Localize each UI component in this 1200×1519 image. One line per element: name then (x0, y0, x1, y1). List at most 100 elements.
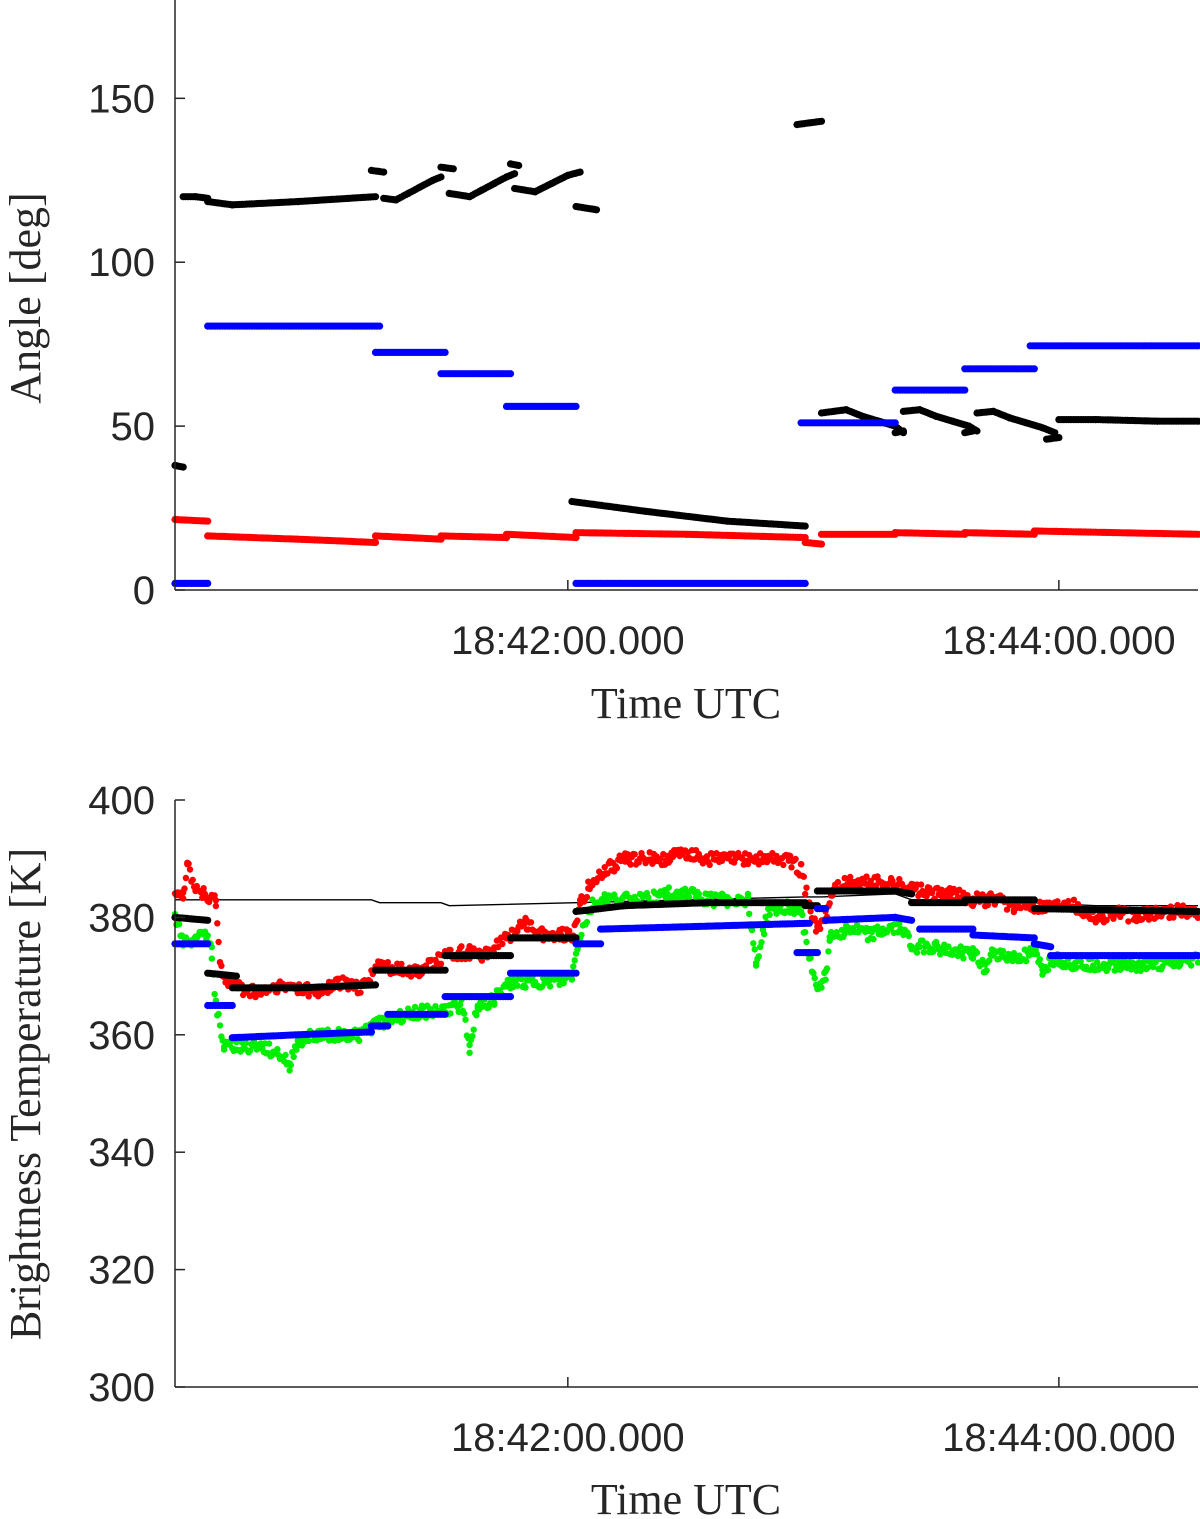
brightness-chart-series-3-point (371, 981, 380, 989)
brightness-chart-series-2-point (215, 1010, 222, 1018)
brightness-chart-xlabel: Time UTC (591, 1475, 781, 1519)
brightness-chart-series-2-point (818, 984, 825, 991)
brightness-chart-series-2-point (1077, 957, 1084, 965)
brightness-chart-series-2 (171, 884, 1200, 1074)
brightness-chart-series-1-point (788, 864, 795, 871)
brightness-chart-series-2-point (473, 1012, 480, 1019)
brightness-chart-series-2-point (491, 999, 498, 1006)
brightness-chart-series-2-point (746, 910, 753, 917)
brightness-chart-series-3-point (1194, 907, 1200, 916)
brightness-chart-ylabel: Brightness Temperature [K] (1, 848, 50, 1340)
brightness-chart-series-2-point (1093, 958, 1101, 966)
angle-chart-series-2 (171, 515, 1200, 548)
brightness-chart-series-2-point (355, 1037, 363, 1045)
brightness-chart-series-1-point (613, 864, 621, 872)
brightness-chart-series-1-point (458, 943, 465, 950)
brightness-chart-x-tick-label: 18:42:00.000 (451, 1416, 685, 1460)
brightness-chart-series-2-point (246, 1047, 254, 1055)
brightness-chart-series-2-point (522, 984, 529, 991)
brightness-chart-y-tick-label: 380 (88, 896, 155, 940)
brightness-chart-series-1-point (252, 993, 259, 1001)
brightness-chart-y-tick-label: 340 (88, 1131, 155, 1175)
brightness-chart-series-1-point (200, 885, 207, 892)
brightness-chart-series-1-point (601, 864, 608, 871)
brightness-chart-series-1-point (180, 895, 187, 902)
angle-chart-series-1-point (891, 419, 899, 427)
brightness-chart-series-4-point (822, 905, 830, 913)
brightness-chart-series-1-point (923, 893, 930, 900)
brightness-chart-series-2-point (999, 947, 1007, 955)
angle-chart-x-tick-label: 18:42:00.000 (451, 619, 685, 663)
brightness-chart-series-2-point (1033, 951, 1041, 958)
angle-chart-y-tick-label: 0 (133, 569, 155, 613)
brightness-chart-x-tick-label: 18:44:00.000 (942, 1416, 1176, 1460)
brightness-chart-series-1-point (181, 885, 188, 892)
angle-chart-series-0-point (179, 463, 187, 471)
brightness-chart-series-4-point (506, 993, 515, 1001)
angle-chart-series-1 (171, 322, 1200, 588)
brightness-chart-series-2-point (274, 1045, 281, 1053)
brightness-chart-series-1-point (627, 861, 634, 868)
brightness-chart-series-2-point (913, 949, 921, 956)
brightness-chart-series-2-point (823, 965, 831, 972)
brightness-chart-series-2-point (803, 938, 810, 946)
brightness-chart-series-2-point (841, 930, 848, 937)
angle-chart-y-tick-label: 150 (88, 77, 155, 121)
angle-chart-series-1-point (441, 348, 449, 356)
brightness-chart-series-4-point (384, 1022, 392, 1030)
brightness-chart-series-2-point (870, 935, 877, 943)
brightness-chart-series-2-point (411, 1003, 419, 1011)
brightness-chart-series-2-point (695, 890, 702, 898)
brightness-chart-series-2-point (802, 928, 809, 936)
brightness-chart-series-2-point (282, 1051, 289, 1059)
brightness-chart-series-4-point (228, 1001, 236, 1010)
brightness-chart-series-1-point (185, 860, 192, 867)
brightness-chart-series-2-point (1044, 966, 1052, 974)
brightness-chart-series-2-point (211, 990, 218, 998)
brightness-chart-series-1-point (826, 900, 833, 907)
angle-chart-series-0-point (380, 168, 388, 176)
brightness-chart-series-1-point (527, 919, 535, 926)
brightness-chart-series-3-point (908, 890, 916, 898)
brightness-chart-series-2-point (750, 940, 757, 947)
brightness-chart-series-4-point (969, 925, 977, 933)
angle-chart-series-0-point (510, 170, 519, 178)
angle-chart-series-0-point (449, 165, 457, 173)
angle-chart-series-0-point (515, 161, 523, 170)
brightness-chart-series-2-point (208, 955, 215, 962)
brightness-chart-series-2-point (1137, 967, 1144, 974)
brightness-chart-series-4-point (367, 1028, 375, 1036)
brightness-chart-series-1-point (928, 889, 936, 897)
brightness-chart-series-2-point (810, 969, 817, 977)
brightness-chart-series-1-point (631, 851, 638, 858)
brightness-chart-series-2-point (447, 1010, 454, 1017)
brightness-chart-series-2-point (811, 974, 818, 982)
brightness-chart-series-4-point (441, 1010, 449, 1018)
angle-chart-ylabel: Angle [deg] (1, 192, 50, 403)
angle-chart: 0 50 100 150 18:42:00.000 18:44:00.000 Time U… (1, 0, 1200, 728)
brightness-chart-series-1-point (787, 852, 794, 860)
brightness-chart-series-3-point (1030, 896, 1038, 904)
brightness-chart-series-2-point (799, 911, 806, 919)
brightness-chart-series-1-point (984, 901, 992, 909)
brightness-chart-series-2-point (432, 1003, 439, 1010)
angle-chart-series-1-point (1030, 365, 1038, 373)
brightness-chart-series-2-point (983, 967, 990, 974)
angle-chart-series-2-point (1194, 530, 1200, 538)
brightness-chart-series-2-point (286, 1067, 293, 1074)
brightness-chart-series-2-point (571, 957, 578, 964)
brightness-chart-series-2-point (216, 1022, 224, 1029)
brightness-chart-series-2-point (514, 982, 521, 989)
brightness-chart-series-4-point (805, 919, 813, 927)
angle-chart-series-0-point (817, 117, 826, 125)
brightness-chart-series-1-point (566, 927, 573, 935)
brightness-chart-series-2-point (960, 955, 967, 962)
brightness-chart-series-2-point (466, 1049, 473, 1057)
brightness-chart-series-1-point (834, 878, 842, 886)
brightness-chart-series-2-point (518, 975, 525, 983)
brightness-chart-series-2-point (755, 953, 762, 960)
angle-chart-series-1-point (801, 579, 809, 588)
brightness-chart-series-2-point (461, 1010, 468, 1017)
brightness-chart-series-1-point (182, 874, 190, 882)
brightness-chart-series-1-point (212, 902, 220, 910)
